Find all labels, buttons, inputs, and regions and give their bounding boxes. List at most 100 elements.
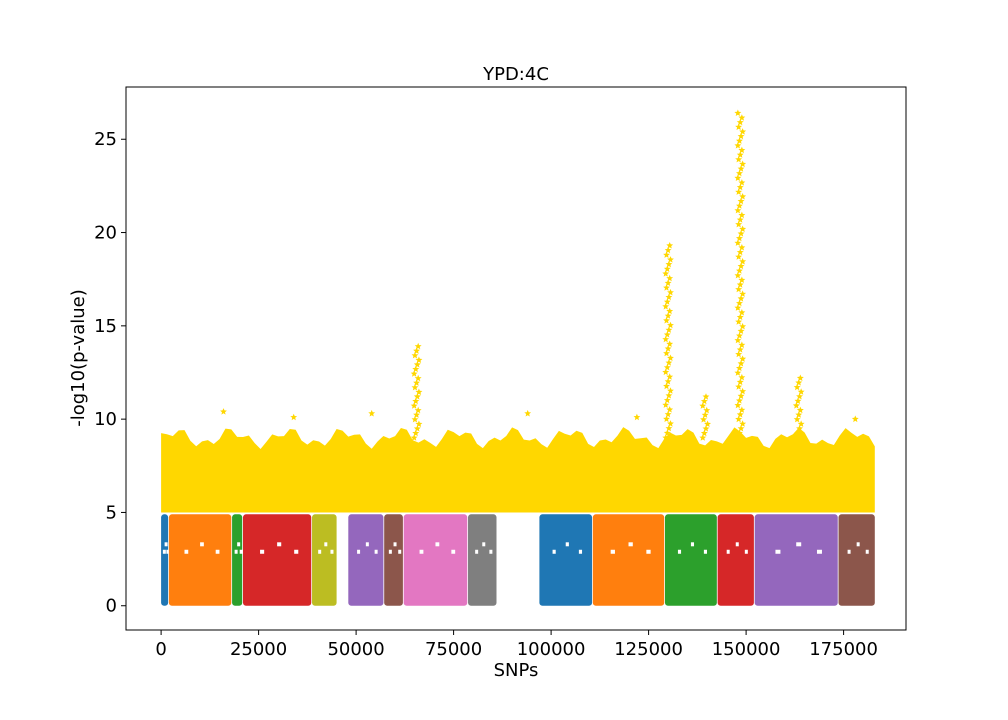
block-gap: [330, 549, 334, 554]
peak-point: [410, 402, 418, 409]
block-gap: [237, 542, 241, 547]
scatter-point: [220, 408, 227, 415]
block-gap: [388, 549, 392, 554]
peak-point: [702, 393, 710, 400]
scatter-point: [524, 409, 532, 417]
peak-point: [663, 396, 671, 404]
peak-point: [663, 265, 671, 272]
chromosome-block: [403, 514, 468, 606]
block-gap: [628, 542, 633, 547]
peak-point: [738, 276, 746, 283]
block-gap: [162, 549, 166, 554]
peak-point: [738, 146, 746, 154]
peak-point: [410, 370, 418, 377]
x-tick-label: 125000: [614, 639, 683, 660]
peak-point: [738, 309, 746, 316]
peak-point: [737, 360, 745, 367]
peak-point: [663, 349, 670, 357]
peak-point: [662, 270, 670, 277]
chromosome-block: [384, 514, 403, 606]
peak-point: [739, 160, 747, 168]
peak-point: [738, 114, 746, 121]
peak-point: [736, 429, 743, 437]
peak-point: [414, 374, 422, 382]
peak-point: [415, 420, 423, 427]
x-tick-label: 100000: [517, 639, 586, 660]
peak-point: [735, 188, 743, 195]
scatter-point: [633, 413, 641, 421]
x-tick-label: 75000: [425, 639, 482, 660]
block-gap: [215, 549, 220, 554]
significant-band: [161, 427, 875, 513]
peak-point: [411, 415, 419, 423]
block-gap: [703, 549, 707, 554]
block-gap: [419, 549, 424, 554]
x-axis: 0 25000 50000 75000 100000 125000 150000 175000: [155, 630, 878, 660]
peak-point: [739, 257, 747, 265]
peak-point: [736, 183, 744, 191]
peak-point: [665, 326, 673, 333]
peak-point: [736, 267, 743, 274]
y-axis: 0 5 10 15 20 25: [94, 129, 126, 617]
peak-point: [738, 406, 746, 413]
peak-point: [735, 253, 743, 260]
peak-point: [736, 281, 744, 288]
scatter-point: [851, 415, 859, 423]
peak-point: [699, 434, 707, 441]
peak-point: [792, 434, 800, 441]
chromosome-block: [243, 514, 312, 606]
peak-point: [734, 434, 742, 441]
scatter-point: [290, 413, 298, 421]
peak-point: [415, 356, 423, 363]
block-gap: [398, 549, 402, 554]
peak-point: [664, 378, 672, 385]
peak-point: [666, 274, 674, 282]
block-gap: [775, 549, 781, 554]
block-gap: [294, 549, 299, 554]
peak-point: [412, 429, 420, 437]
peak-point: [666, 307, 674, 315]
block-gap: [239, 549, 243, 554]
peak-point: [736, 313, 744, 321]
block-gap: [184, 549, 189, 554]
peak-point: [792, 402, 800, 409]
block-gap: [277, 542, 282, 547]
peak-point: [793, 383, 801, 391]
chromosome-block: [664, 514, 717, 606]
chromosome-block: [717, 514, 754, 606]
peak-point: [735, 285, 743, 293]
peak-point: [736, 202, 743, 209]
block-gap: [677, 549, 682, 554]
block-gap: [796, 542, 802, 547]
peak-point: [665, 392, 673, 399]
peak-point: [734, 239, 742, 246]
peak-point: [663, 363, 671, 371]
peak-point: [735, 318, 743, 325]
peak-point: [663, 317, 670, 324]
peak-point: [665, 424, 673, 432]
peak-point: [662, 335, 670, 343]
block-gap: [164, 542, 168, 547]
peak-point: [663, 331, 671, 338]
peak-point: [737, 165, 745, 172]
peak-point: [413, 425, 421, 432]
peak-point: [737, 197, 745, 205]
peak-point: [662, 368, 670, 376]
peak-point: [736, 299, 743, 307]
peak-point: [736, 118, 744, 126]
peak-point: [662, 401, 670, 408]
peak-point: [738, 373, 746, 381]
block-gap: [735, 542, 739, 547]
peak-point: [795, 411, 803, 418]
block-gap: [365, 542, 369, 547]
peak-point: [414, 342, 422, 350]
block-gap: [816, 549, 822, 554]
block-gap: [393, 542, 397, 547]
x-tick-label: 25000: [230, 639, 287, 660]
y-tick-label: 20: [94, 223, 117, 244]
block-gap: [318, 549, 322, 554]
scatter-point: [368, 409, 376, 417]
peak-point: [735, 350, 743, 358]
